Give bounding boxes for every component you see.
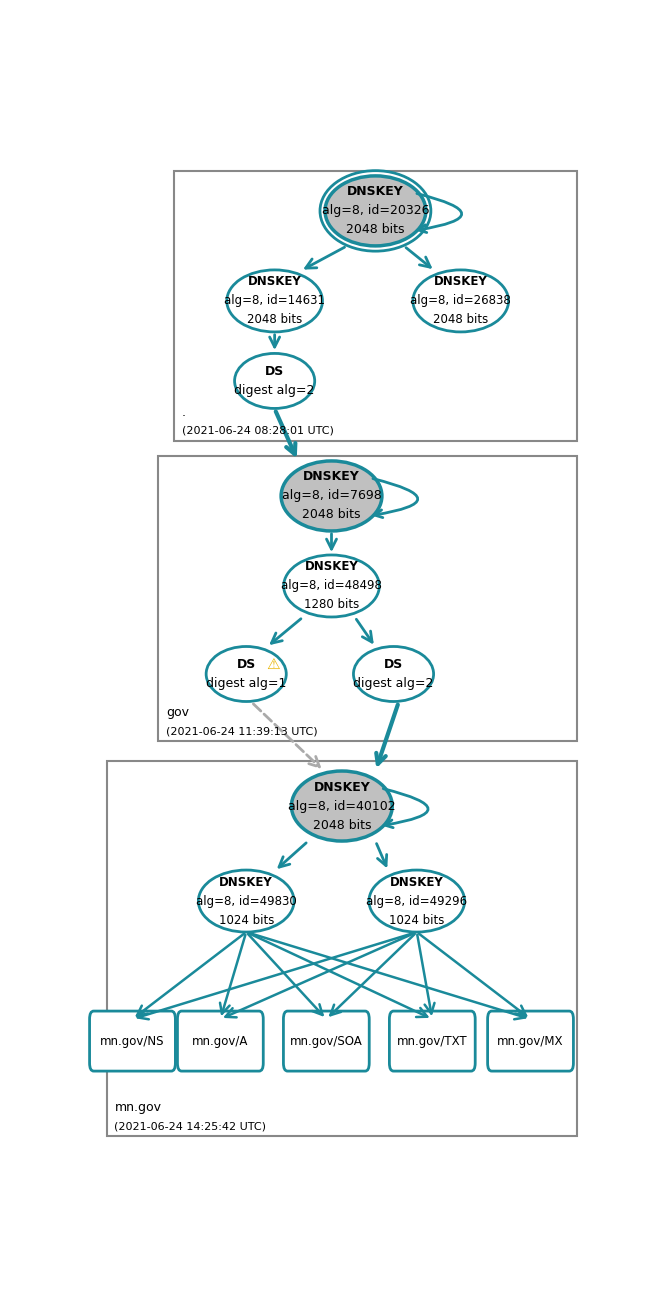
- Ellipse shape: [281, 461, 382, 531]
- FancyBboxPatch shape: [283, 1011, 370, 1072]
- Text: 2048 bits: 2048 bits: [346, 223, 405, 236]
- Text: 1280 bits: 1280 bits: [304, 599, 359, 612]
- Text: mn.gov/TXT: mn.gov/TXT: [397, 1034, 468, 1047]
- Ellipse shape: [291, 772, 392, 840]
- Text: digest alg=2: digest alg=2: [354, 677, 434, 690]
- Text: 2048 bits: 2048 bits: [302, 508, 361, 521]
- Text: (2021-06-24 14:25:42 UTC): (2021-06-24 14:25:42 UTC): [115, 1121, 266, 1131]
- Text: 2048 bits: 2048 bits: [313, 818, 371, 831]
- Text: (2021-06-24 11:39:13 UTC): (2021-06-24 11:39:13 UTC): [166, 726, 317, 737]
- Text: alg=8, id=49296: alg=8, id=49296: [366, 895, 468, 908]
- Text: 1024 bits: 1024 bits: [219, 913, 274, 926]
- Text: alg=8, id=48498: alg=8, id=48498: [281, 579, 382, 592]
- Text: mn.gov/SOA: mn.gov/SOA: [290, 1034, 363, 1047]
- Bar: [107, 761, 577, 1137]
- Text: alg=8, id=14631: alg=8, id=14631: [224, 295, 325, 308]
- Text: DNSKEY: DNSKEY: [305, 560, 358, 573]
- Text: .: .: [181, 407, 185, 420]
- Text: DNSKEY: DNSKEY: [347, 186, 404, 199]
- Ellipse shape: [369, 870, 465, 933]
- Text: ⚠: ⚠: [266, 656, 280, 672]
- Text: DS: DS: [237, 659, 256, 672]
- FancyBboxPatch shape: [390, 1011, 475, 1072]
- Text: 2048 bits: 2048 bits: [433, 313, 488, 326]
- Text: alg=8, id=7698: alg=8, id=7698: [281, 490, 382, 503]
- Text: mn.gov: mn.gov: [115, 1102, 161, 1115]
- Text: alg=8, id=26838: alg=8, id=26838: [410, 295, 511, 308]
- Text: alg=8, id=20326: alg=8, id=20326: [321, 204, 429, 217]
- Text: DS: DS: [265, 365, 284, 378]
- Ellipse shape: [235, 353, 315, 408]
- Text: (2021-06-24 08:28:01 UTC): (2021-06-24 08:28:01 UTC): [181, 426, 334, 436]
- FancyBboxPatch shape: [177, 1011, 263, 1072]
- FancyArrowPatch shape: [417, 194, 462, 233]
- Text: DNSKEY: DNSKEY: [434, 275, 488, 288]
- Text: 1024 bits: 1024 bits: [389, 913, 444, 926]
- Ellipse shape: [206, 647, 286, 701]
- Ellipse shape: [413, 270, 508, 333]
- Text: DNSKEY: DNSKEY: [247, 275, 301, 288]
- Text: alg=8, id=40102: alg=8, id=40102: [288, 799, 396, 813]
- Ellipse shape: [198, 870, 294, 933]
- Text: DNSKEY: DNSKEY: [313, 781, 370, 794]
- Text: mn.gov/A: mn.gov/A: [192, 1034, 249, 1047]
- Text: gov: gov: [166, 707, 189, 720]
- FancyArrowPatch shape: [373, 478, 418, 517]
- FancyArrowPatch shape: [384, 788, 428, 827]
- Bar: [158, 456, 577, 740]
- Ellipse shape: [325, 175, 426, 246]
- Text: DS: DS: [384, 659, 403, 672]
- Ellipse shape: [354, 647, 434, 701]
- Text: digest alg=1: digest alg=1: [206, 677, 286, 690]
- Bar: [174, 171, 577, 440]
- Text: mn.gov/NS: mn.gov/NS: [100, 1034, 165, 1047]
- Text: 2048 bits: 2048 bits: [247, 313, 302, 326]
- Text: digest alg=2: digest alg=2: [234, 385, 315, 397]
- Text: mn.gov/MX: mn.gov/MX: [498, 1034, 564, 1047]
- Text: alg=8, id=49830: alg=8, id=49830: [196, 895, 297, 908]
- Text: DNSKEY: DNSKEY: [219, 876, 273, 889]
- Text: DNSKEY: DNSKEY: [390, 876, 444, 889]
- Ellipse shape: [283, 555, 380, 617]
- Text: DNSKEY: DNSKEY: [303, 470, 360, 483]
- FancyBboxPatch shape: [89, 1011, 175, 1072]
- FancyBboxPatch shape: [488, 1011, 574, 1072]
- Ellipse shape: [227, 270, 322, 333]
